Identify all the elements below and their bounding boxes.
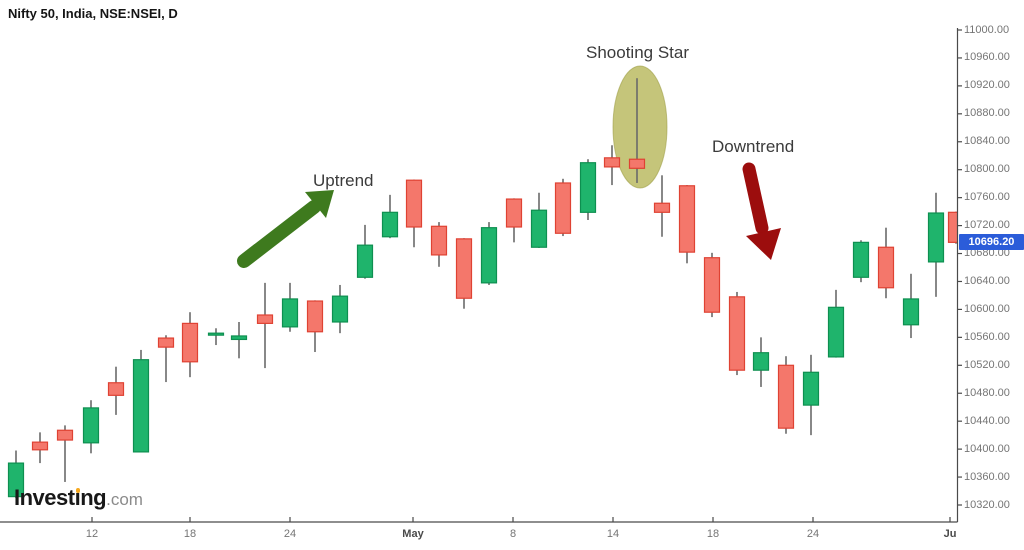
chart-title: Nifty 50, India, NSE:NSEI, D bbox=[8, 6, 178, 21]
time-axis-label: Ju bbox=[943, 528, 957, 540]
candle-body-down bbox=[107, 382, 125, 396]
uptrend-arrow-head bbox=[305, 190, 334, 218]
candle-body-up bbox=[579, 162, 597, 213]
candle-body-up bbox=[802, 371, 820, 406]
candle-body-up bbox=[230, 335, 248, 341]
time-axis-label: May bbox=[402, 528, 424, 540]
price-axis-label: 10400.00 bbox=[964, 442, 1010, 455]
price-axis-label: 10640.00 bbox=[964, 274, 1010, 287]
candle-body-up bbox=[927, 212, 945, 263]
price-axis-label: 10800.00 bbox=[964, 163, 1010, 176]
price-axis-label: 10880.00 bbox=[964, 107, 1010, 120]
uptrend-annotation-label: Uptrend bbox=[313, 171, 374, 190]
price-axis-label: 10760.00 bbox=[964, 191, 1010, 204]
watermark-i-dot bbox=[75, 488, 81, 493]
time-axis-label: 14 bbox=[606, 528, 620, 540]
price-axis-label: 10320.00 bbox=[964, 498, 1010, 511]
candle-body-up bbox=[82, 407, 100, 444]
candle-body-up bbox=[207, 332, 225, 336]
time-axis-label: 18 bbox=[183, 528, 197, 540]
candle-body-down bbox=[181, 322, 199, 363]
price-axis-label: 10680.00 bbox=[964, 247, 1010, 260]
uptrend-arrow-shaft bbox=[237, 200, 321, 268]
candle-body-up bbox=[331, 295, 349, 323]
candles-group bbox=[7, 78, 957, 499]
candle-body-down bbox=[947, 211, 957, 243]
candle-body-up bbox=[852, 241, 870, 278]
price-axis-label: 10720.00 bbox=[964, 219, 1010, 232]
candle-body-down bbox=[728, 296, 746, 371]
candle-body-down bbox=[505, 198, 523, 228]
last-price-tag: 10696.20 bbox=[959, 234, 1024, 251]
candle-body-up bbox=[530, 209, 548, 248]
downtrend-annotation-label: Downtrend bbox=[712, 137, 795, 156]
candle-body-up bbox=[752, 352, 770, 371]
candle-body-down bbox=[306, 300, 324, 333]
candle-body-down bbox=[31, 441, 49, 451]
candle-body-down bbox=[56, 429, 74, 441]
candle-body-up bbox=[902, 298, 920, 326]
candle-body-down bbox=[430, 225, 448, 256]
candle-body-down bbox=[877, 246, 895, 289]
candle-body-down bbox=[256, 314, 274, 324]
candle-body-up bbox=[132, 359, 150, 453]
price-axis-label: 10560.00 bbox=[964, 330, 1010, 343]
price-axis-label: 10480.00 bbox=[964, 386, 1010, 399]
price-axis-label: 10600.00 bbox=[964, 302, 1010, 315]
price-axis-label: 10920.00 bbox=[964, 79, 1010, 92]
candle-body-down bbox=[603, 157, 621, 168]
time-axis-label: 8 bbox=[509, 528, 517, 540]
candle-body-down bbox=[157, 337, 175, 348]
candle-body-down bbox=[405, 179, 423, 228]
time-axis-label: 18 bbox=[706, 528, 720, 540]
price-axis-label: 10840.00 bbox=[964, 135, 1010, 148]
candle-body-down bbox=[703, 257, 721, 313]
downtrend-arrow-shaft bbox=[742, 162, 769, 235]
candle-body-up bbox=[7, 462, 25, 498]
candle-body-up bbox=[356, 244, 374, 278]
candle-body-up bbox=[281, 298, 299, 328]
candle-body-down bbox=[678, 185, 696, 253]
candle-body-down bbox=[628, 158, 646, 169]
watermark-suffix: .com bbox=[106, 490, 143, 509]
price-axis-label: 10360.00 bbox=[964, 470, 1010, 483]
price-axis-label: 10520.00 bbox=[964, 358, 1010, 371]
candle-body-up bbox=[480, 227, 498, 284]
investing-com-watermark: Investı ng.com bbox=[14, 485, 143, 511]
candle-body-up bbox=[381, 211, 399, 238]
watermark-brand: Investı ng bbox=[14, 485, 107, 510]
price-axis-label: 10440.00 bbox=[964, 414, 1010, 427]
candle-body-down bbox=[554, 182, 572, 234]
candle-body-down bbox=[777, 364, 795, 429]
time-axis-label: 24 bbox=[283, 528, 297, 540]
shooting-star-highlight-ellipse bbox=[612, 65, 668, 189]
candle-body-up bbox=[827, 306, 845, 358]
price-axis-label: 11000.00 bbox=[964, 23, 1010, 36]
time-axis-label: 12 bbox=[85, 528, 99, 540]
time-axis-label: 24 bbox=[806, 528, 820, 540]
downtrend-arrow-head bbox=[746, 228, 781, 260]
candle-body-down bbox=[653, 202, 671, 213]
price-axis-label: 10960.00 bbox=[964, 51, 1010, 64]
shooting-star-annotation-label: Shooting Star bbox=[586, 43, 690, 62]
candle-body-down bbox=[455, 238, 473, 299]
